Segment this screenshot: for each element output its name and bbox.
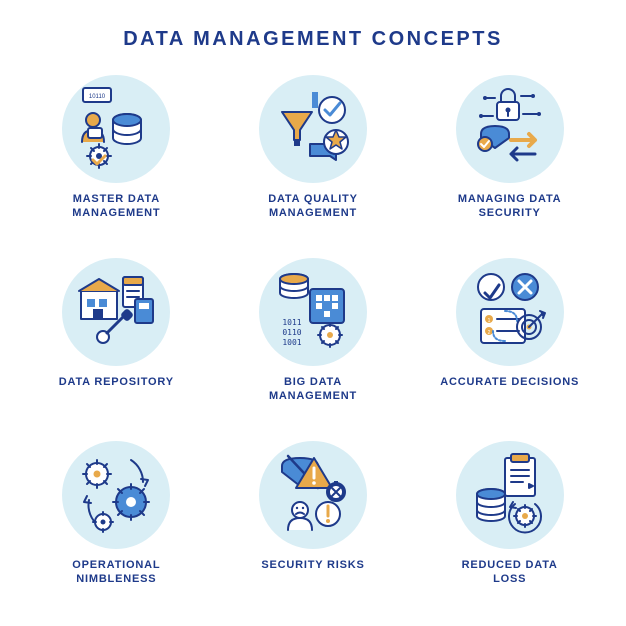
caption-reduced-data-loss: REDUCED DATALOSS <box>462 559 558 587</box>
caption-operational-nimbleness: OPERATIONALNIMBLENESS <box>72 559 160 587</box>
caption-accurate-decisions: ACCURATE DECISIONS <box>440 376 579 390</box>
cell-data-quality: DATA QUALITYMANAGEMENT <box>227 75 400 240</box>
svg-text:10110: 10110 <box>89 94 106 100</box>
cell-big-data: 1011 0110 1001 BIG DATAMANAGEMENT <box>227 258 400 423</box>
cell-data-security: MANAGING DATASECURITY <box>423 75 596 240</box>
svg-text:1011: 1011 <box>282 318 301 327</box>
big-data-icon: 1011 0110 1001 <box>259 258 367 366</box>
security-risks-icon <box>259 441 367 549</box>
svg-text:1001: 1001 <box>282 338 301 347</box>
svg-text:1: 1 <box>487 318 490 324</box>
cell-operational-nimbleness: OPERATIONALNIMBLENESS <box>30 441 203 606</box>
caption-master-data: MASTER DATAMANAGEMENT <box>72 193 160 221</box>
svg-text:0110: 0110 <box>282 328 301 337</box>
caption-security-risks: SECURITY RISKS <box>261 559 364 573</box>
caption-data-repository: DATA REPOSITORY <box>59 376 174 390</box>
svg-text:2: 2 <box>487 330 490 336</box>
page-title: DATA MANAGEMENT CONCEPTS <box>123 28 503 51</box>
cell-security-risks: SECURITY RISKS <box>227 441 400 606</box>
caption-data-security: MANAGING DATASECURITY <box>458 193 561 221</box>
cell-reduced-data-loss: REDUCED DATALOSS <box>423 441 596 606</box>
data-quality-icon <box>259 75 367 183</box>
data-repository-icon <box>62 258 170 366</box>
data-security-icon <box>456 75 564 183</box>
reduced-data-loss-icon <box>456 441 564 549</box>
operational-nimbleness-icon <box>62 441 170 549</box>
icon-grid: 10110 MASTER DATAMANAGEMENT <box>30 75 596 606</box>
caption-data-quality: DATA QUALITYMANAGEMENT <box>268 193 357 221</box>
master-data-icon: 10110 <box>62 75 170 183</box>
cell-data-repository: DATA REPOSITORY <box>30 258 203 423</box>
accurate-decisions-icon: 1 2 <box>456 258 564 366</box>
cell-accurate-decisions: 1 2 ACCURATE DECISIONS <box>423 258 596 423</box>
cell-master-data: 10110 MASTER DATAMANAGEMENT <box>30 75 203 240</box>
caption-big-data: BIG DATAMANAGEMENT <box>269 376 357 404</box>
